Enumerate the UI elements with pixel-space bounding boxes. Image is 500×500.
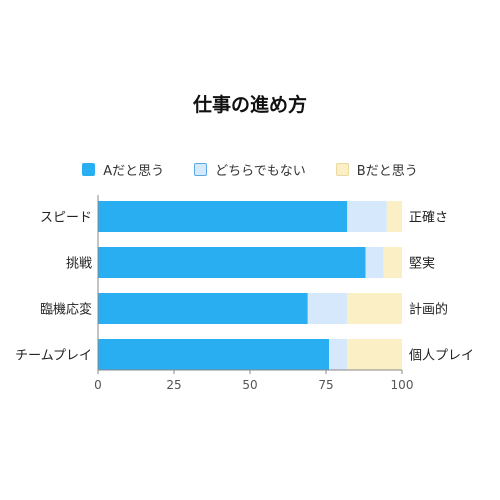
x-tick-label: 75 [318, 378, 333, 392]
right-label: 個人プレイ [409, 349, 474, 364]
bar-segment-a[interactable] [98, 201, 348, 232]
bar-segment-b[interactable] [386, 201, 402, 232]
bar-segment-b[interactable] [347, 339, 402, 370]
bar-segment-b[interactable] [347, 293, 402, 324]
bar-segment-a[interactable] [98, 247, 366, 278]
legend-item-neutral[interactable]: どちらでもない [194, 160, 306, 179]
legend-swatch-b [335, 163, 349, 176]
right-label: 計画的 [409, 302, 448, 318]
legend-label-a: Aだと思う [103, 164, 165, 179]
category-label: 臨機応変 [40, 302, 92, 318]
legend-label-b: Bだと思う [356, 164, 418, 179]
chart-title: 仕事の進め方 [192, 94, 307, 116]
bar-segment-b[interactable] [383, 247, 402, 278]
x-tick-label: 50 [242, 378, 257, 392]
bar-segment-a[interactable] [98, 339, 330, 370]
legend-item-b[interactable]: Bだと思う [335, 160, 418, 179]
bar-segment-neutral[interactable] [329, 339, 348, 370]
category-label: 挑戦 [66, 257, 92, 272]
bar-segment-neutral[interactable] [347, 201, 387, 232]
bar-segment-neutral[interactable] [307, 293, 348, 324]
bar-segment-neutral[interactable] [365, 247, 384, 278]
x-tick-label: 100 [391, 378, 414, 392]
x-tick-label: 25 [166, 378, 181, 392]
legend-swatch-neutral [194, 163, 208, 176]
x-tick-label: 0 [94, 378, 102, 392]
legend-swatch-a [82, 163, 96, 176]
bar-segment-a[interactable] [98, 293, 308, 324]
right-label: 堅実 [409, 256, 435, 272]
legend-item-a[interactable]: Aだと思う [82, 160, 164, 179]
legend-label-neutral: どちらでもない [215, 164, 306, 179]
category-label: スピード [40, 211, 92, 226]
category-label: チームプレイ [15, 349, 92, 364]
legend: Aだと思う どちらでもない Bだと思う [0, 160, 500, 179]
right-label: 正確さ [409, 210, 448, 226]
